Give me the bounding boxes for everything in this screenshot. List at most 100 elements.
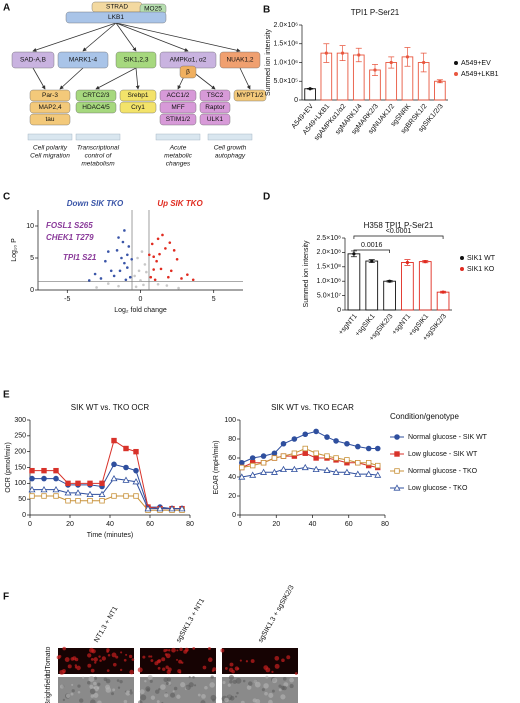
texture [105,684,111,690]
node-box [233,89,267,102]
point [117,284,120,288]
y-axis-label: ECAR (mpH/min) [213,440,220,494]
point [142,283,145,287]
texture [228,674,235,680]
bar [365,260,379,311]
caption: control of [85,153,113,160]
point [120,256,123,260]
y-tick-label: 150 [14,464,26,471]
texture [116,679,120,682]
texture [282,676,287,681]
marker [365,445,372,452]
node-box [75,89,117,102]
cell-spot [106,669,110,672]
texture [188,682,194,688]
y-tick-label: 5.0×10⁵ [273,78,298,85]
texture [77,690,81,694]
marker [271,455,278,461]
marker [28,486,36,493]
arrow [59,67,84,90]
chart-title: H358 TPI1 P-Ser21 [364,221,434,230]
point [155,259,158,263]
panel-letter: A [3,3,10,14]
y-tick-label: 0 [22,512,26,519]
point [153,278,157,282]
cell-spot [157,666,161,670]
texture [145,686,151,692]
marker [394,451,400,457]
legend-label: Low glucose - SIK WT [408,451,478,458]
node-label: ULK1 [207,116,224,123]
cell-spot [128,654,133,659]
cell-spot [148,655,151,658]
cell-spot [101,656,106,661]
marker [74,489,82,496]
texture [282,685,287,691]
point [167,275,170,279]
texture [79,698,84,703]
texture [66,693,71,698]
bar [401,262,414,311]
cell-spot [150,659,154,663]
texture [209,682,215,688]
node-box [179,65,197,79]
texture [112,688,116,692]
node-label: MFF [171,104,184,111]
cell-spot [274,655,280,661]
node-label: TSC2 [207,92,224,99]
node-label: CRTC2/3 [83,92,110,99]
node-label: SAD-A,B [20,57,46,64]
marker [75,480,81,487]
cell-spot [220,648,225,653]
bar-dot [441,290,445,294]
texture [138,700,143,703]
marker [41,467,47,474]
marker [53,467,59,474]
cell-spot [177,669,182,674]
texture [89,684,94,689]
marker [53,475,59,482]
texture [289,677,295,683]
texture [235,677,242,684]
legend-marker [460,256,464,260]
texture [200,700,206,703]
cell-spot [74,664,78,667]
cell-spot [129,669,134,675]
y-tick-label: 2.5×10⁸ [316,235,341,242]
node-label: MAP2,4 [38,104,62,111]
y-tick-label: 0 [30,287,34,294]
texture [224,697,229,703]
cell-spot [207,647,211,650]
x-tick-label: 80 [186,521,194,528]
marker [313,428,319,435]
texture [278,688,282,692]
cell-spot [99,659,102,662]
cell-spot [125,653,128,656]
texture [280,694,286,700]
y-axis-label: Summed ion intensity [303,240,310,307]
point [130,257,134,261]
y-tick-label: 250 [14,433,26,440]
point [112,274,116,278]
node-box [199,89,231,102]
image-tdtomato [56,646,135,675]
node-label: Par-3 [42,92,58,99]
panel-letter: E [3,390,10,401]
texture [156,700,160,703]
cell-spot [183,649,188,654]
marker [333,438,339,444]
marker [312,465,320,472]
y-tick-label: 1.0×10⁶ [274,59,299,66]
point [152,255,155,259]
cell-spot [239,659,242,662]
marker [302,445,308,452]
marker [313,450,319,456]
texture [210,694,217,701]
bar-dot [389,60,393,65]
y-tick-label: 1.5×10⁸ [316,264,341,271]
node-label: AMPKα1, α2 [170,57,207,64]
point [156,237,160,241]
marker [178,505,186,512]
marker [249,462,256,469]
